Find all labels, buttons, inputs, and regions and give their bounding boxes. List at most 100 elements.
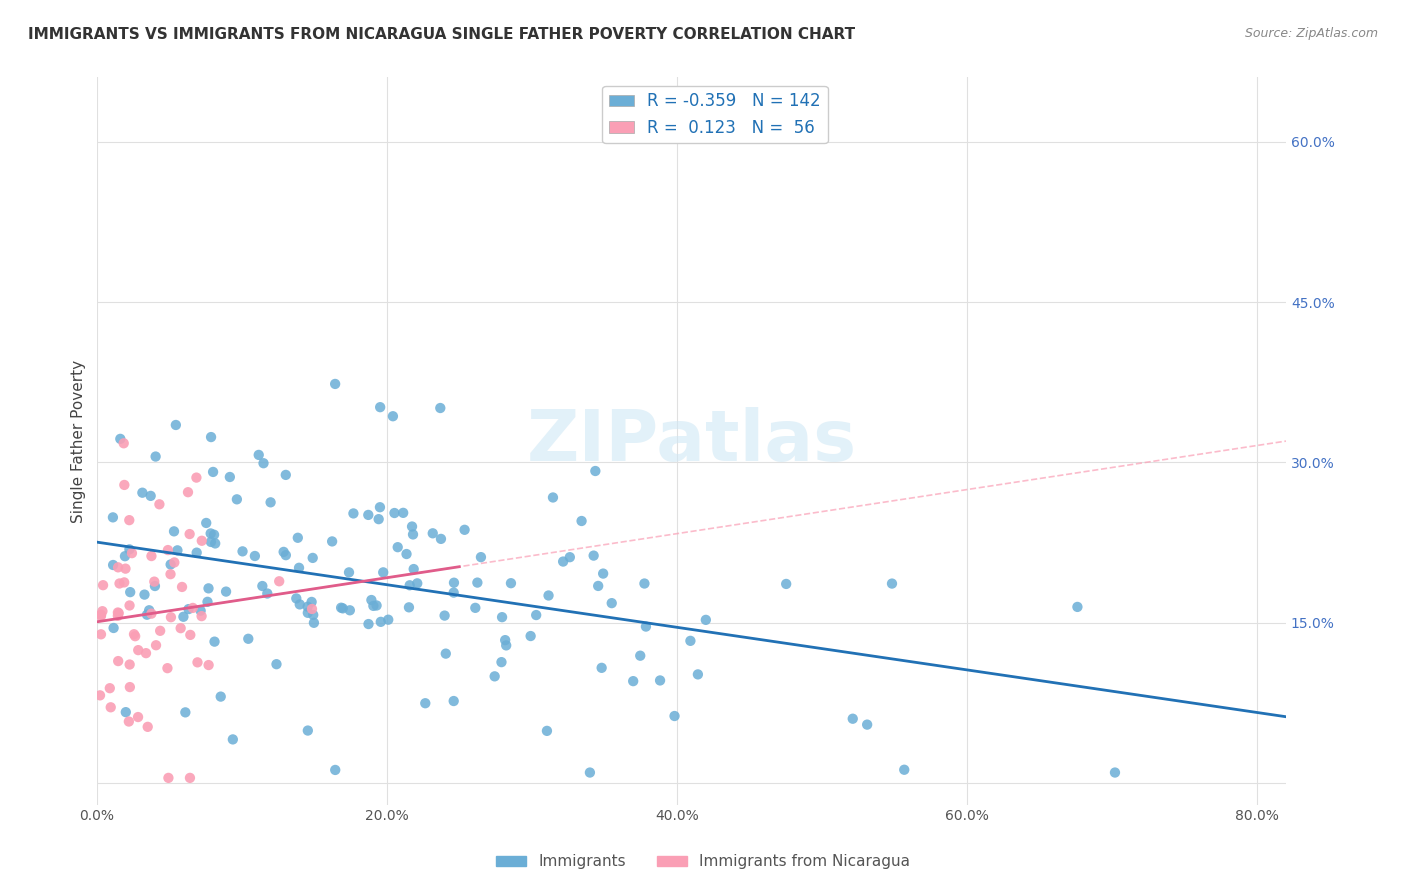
Point bbox=[195, 516, 218, 530]
Point bbox=[288, 598, 311, 612]
Point bbox=[190, 609, 212, 624]
Point bbox=[148, 497, 170, 511]
Point bbox=[499, 576, 522, 591]
Point bbox=[363, 599, 385, 613]
Point bbox=[186, 546, 208, 560]
Point bbox=[297, 723, 319, 738]
Point bbox=[156, 661, 179, 675]
Point bbox=[285, 591, 308, 606]
Point bbox=[118, 542, 141, 557]
Point bbox=[118, 714, 141, 729]
Point bbox=[301, 595, 323, 609]
Point bbox=[131, 485, 153, 500]
Point bbox=[118, 599, 141, 613]
Point bbox=[101, 510, 124, 524]
Point bbox=[204, 536, 226, 550]
Point bbox=[172, 609, 194, 624]
Text: Source: ZipAtlas.com: Source: ZipAtlas.com bbox=[1244, 27, 1378, 40]
Point bbox=[225, 492, 247, 507]
Point bbox=[238, 632, 260, 646]
Point bbox=[470, 550, 492, 565]
Point bbox=[541, 491, 564, 505]
Point bbox=[170, 580, 193, 594]
Point bbox=[190, 604, 212, 618]
Point bbox=[177, 602, 200, 616]
Point bbox=[197, 582, 219, 596]
Point bbox=[174, 706, 197, 720]
Point bbox=[231, 544, 253, 558]
Point bbox=[537, 589, 560, 603]
Point bbox=[256, 586, 278, 600]
Point bbox=[337, 566, 360, 580]
Legend: Immigrants, Immigrants from Nicaragua: Immigrants, Immigrants from Nicaragua bbox=[489, 848, 917, 875]
Point bbox=[247, 448, 270, 462]
Point bbox=[107, 608, 129, 623]
Point bbox=[121, 546, 143, 560]
Point bbox=[430, 532, 453, 546]
Point bbox=[181, 601, 204, 615]
Point bbox=[524, 608, 547, 623]
Point bbox=[323, 763, 346, 777]
Point bbox=[398, 578, 420, 592]
Point bbox=[145, 638, 167, 652]
Point bbox=[413, 696, 436, 710]
Point bbox=[695, 613, 717, 627]
Point bbox=[842, 712, 865, 726]
Point bbox=[301, 602, 323, 616]
Point bbox=[101, 558, 124, 572]
Text: IMMIGRANTS VS IMMIGRANTS FROM NICARAGUA SINGLE FATHER POVERTY CORRELATION CHART: IMMIGRANTS VS IMMIGRANTS FROM NICARAGUA … bbox=[28, 27, 855, 42]
Point bbox=[287, 531, 309, 545]
Point bbox=[108, 576, 131, 591]
Point bbox=[110, 432, 132, 446]
Point bbox=[143, 579, 166, 593]
Point bbox=[582, 549, 605, 563]
Point bbox=[107, 606, 129, 620]
Point bbox=[165, 417, 187, 432]
Point bbox=[91, 578, 114, 592]
Point bbox=[90, 627, 112, 641]
Point bbox=[186, 656, 208, 670]
Point bbox=[664, 709, 686, 723]
Point bbox=[494, 633, 516, 648]
Point bbox=[266, 657, 288, 672]
Point bbox=[323, 376, 346, 391]
Point bbox=[387, 540, 409, 554]
Point bbox=[243, 549, 266, 563]
Point bbox=[89, 689, 111, 703]
Point bbox=[114, 705, 136, 719]
Point bbox=[600, 596, 623, 610]
Point bbox=[159, 558, 181, 572]
Point bbox=[124, 629, 146, 643]
Point bbox=[274, 548, 297, 562]
Point bbox=[583, 464, 606, 478]
Point bbox=[288, 561, 311, 575]
Point bbox=[134, 588, 156, 602]
Point bbox=[209, 690, 232, 704]
Point bbox=[434, 647, 457, 661]
Point bbox=[592, 566, 614, 581]
Point bbox=[422, 526, 444, 541]
Point bbox=[186, 470, 208, 484]
Point bbox=[536, 723, 558, 738]
Point bbox=[90, 607, 112, 622]
Point bbox=[114, 549, 136, 564]
Point bbox=[402, 562, 425, 576]
Point bbox=[357, 617, 380, 632]
Point bbox=[856, 717, 879, 731]
Point bbox=[491, 655, 513, 669]
Point bbox=[634, 619, 657, 633]
Point bbox=[215, 584, 238, 599]
Point bbox=[136, 607, 159, 622]
Point bbox=[366, 599, 388, 613]
Point bbox=[628, 648, 651, 663]
Point bbox=[1066, 599, 1088, 614]
Point bbox=[107, 606, 129, 620]
Point bbox=[464, 600, 486, 615]
Point bbox=[252, 579, 274, 593]
Point bbox=[330, 600, 353, 615]
Point bbox=[1104, 765, 1126, 780]
Point bbox=[200, 535, 222, 549]
Point bbox=[495, 639, 517, 653]
Point bbox=[163, 524, 186, 539]
Point bbox=[141, 607, 163, 621]
